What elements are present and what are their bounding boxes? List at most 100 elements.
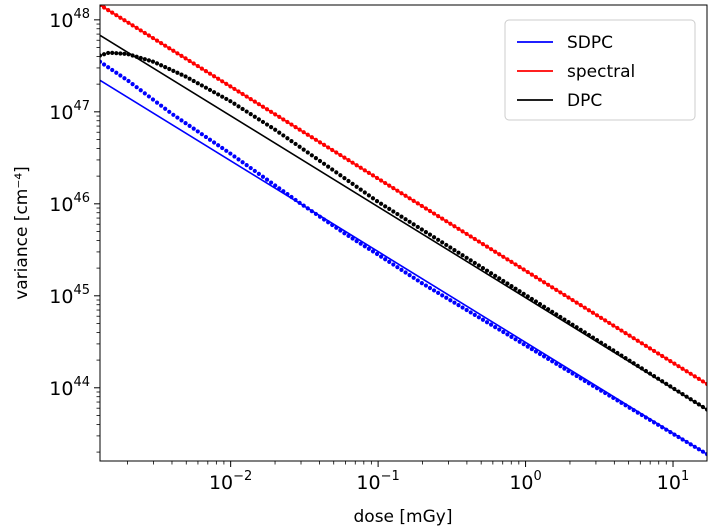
data-point — [696, 402, 701, 407]
data-point — [195, 129, 200, 134]
data-point — [346, 158, 351, 163]
data-point — [635, 338, 640, 343]
data-point — [607, 345, 612, 350]
data-point — [480, 266, 486, 271]
data-point — [269, 109, 274, 114]
data-point — [175, 70, 180, 75]
data-point — [216, 143, 221, 148]
data-point — [317, 140, 323, 145]
data-point — [358, 241, 363, 246]
data-point — [594, 338, 600, 343]
data-point — [415, 278, 420, 283]
data-point — [672, 432, 677, 437]
data-point — [656, 422, 661, 427]
data-point — [163, 106, 168, 111]
data-point — [639, 412, 644, 418]
data-point — [639, 366, 644, 371]
data-point — [228, 84, 233, 89]
data-point — [358, 187, 363, 192]
data-point — [134, 25, 139, 30]
data-point — [366, 193, 371, 198]
data-point — [370, 249, 376, 254]
data-point — [656, 376, 661, 381]
data-point — [586, 332, 591, 338]
data-point — [627, 405, 632, 410]
data-point — [537, 302, 543, 307]
data-point — [533, 275, 539, 280]
data-point — [244, 94, 249, 99]
data-point — [590, 383, 596, 388]
data-point — [142, 57, 147, 62]
data-point — [203, 69, 209, 74]
data-point — [232, 101, 237, 106]
data-point — [395, 188, 400, 193]
data-point — [252, 114, 257, 119]
data-point — [281, 133, 286, 138]
data-point — [277, 186, 282, 191]
data-point — [411, 198, 416, 203]
x-tick-label: 10−2 — [209, 469, 252, 494]
data-point — [684, 439, 689, 445]
data-point — [419, 203, 424, 209]
data-point — [240, 91, 245, 97]
data-point — [330, 167, 335, 172]
data-point — [187, 58, 192, 64]
data-point — [574, 373, 579, 379]
data-point — [338, 173, 343, 178]
data-point — [676, 364, 681, 369]
data-point — [688, 371, 693, 376]
data-point — [513, 262, 518, 267]
data-point — [321, 217, 327, 222]
data-point — [358, 165, 363, 170]
data-point — [476, 315, 481, 320]
data-point — [207, 87, 213, 93]
data-point — [150, 35, 156, 41]
data-point — [488, 322, 494, 327]
data-point — [529, 296, 534, 302]
data-point — [183, 121, 188, 126]
data-point — [554, 361, 559, 366]
data-point — [541, 354, 547, 359]
data-point — [431, 211, 437, 216]
data-point — [378, 254, 384, 259]
data-point — [403, 270, 408, 275]
data-point — [452, 224, 457, 229]
data-point — [374, 199, 380, 204]
data-point — [700, 379, 706, 384]
data-point — [668, 430, 673, 435]
data-point — [171, 112, 176, 117]
data-point — [529, 346, 534, 352]
data-point — [224, 148, 229, 153]
data-point — [460, 229, 465, 234]
y-axis-label: variance [cm⁻⁴] — [12, 166, 32, 300]
data-point — [590, 335, 596, 340]
data-point — [656, 351, 661, 356]
data-point — [436, 290, 441, 295]
data-point — [134, 85, 139, 90]
data-point — [484, 268, 490, 273]
data-point — [558, 364, 563, 369]
data-point — [387, 183, 392, 188]
data-point — [582, 330, 587, 335]
data-point — [399, 191, 404, 196]
data-point — [456, 226, 461, 231]
data-point — [146, 33, 151, 38]
data-point — [183, 56, 188, 61]
data-point — [110, 67, 115, 73]
data-point — [362, 244, 367, 249]
data-point — [704, 407, 707, 412]
data-point — [175, 115, 180, 120]
data-point — [631, 361, 636, 366]
data-point — [191, 126, 196, 131]
data-point — [179, 72, 184, 77]
data-point — [411, 222, 416, 227]
data-point — [554, 312, 559, 317]
data-point — [615, 350, 620, 356]
data-point — [264, 107, 270, 112]
data-point — [680, 392, 685, 397]
series-dots-spectral-dotted — [100, 5, 707, 387]
data-point — [505, 332, 510, 337]
data-point — [346, 178, 351, 184]
data-point — [448, 245, 453, 250]
data-point — [582, 378, 587, 383]
